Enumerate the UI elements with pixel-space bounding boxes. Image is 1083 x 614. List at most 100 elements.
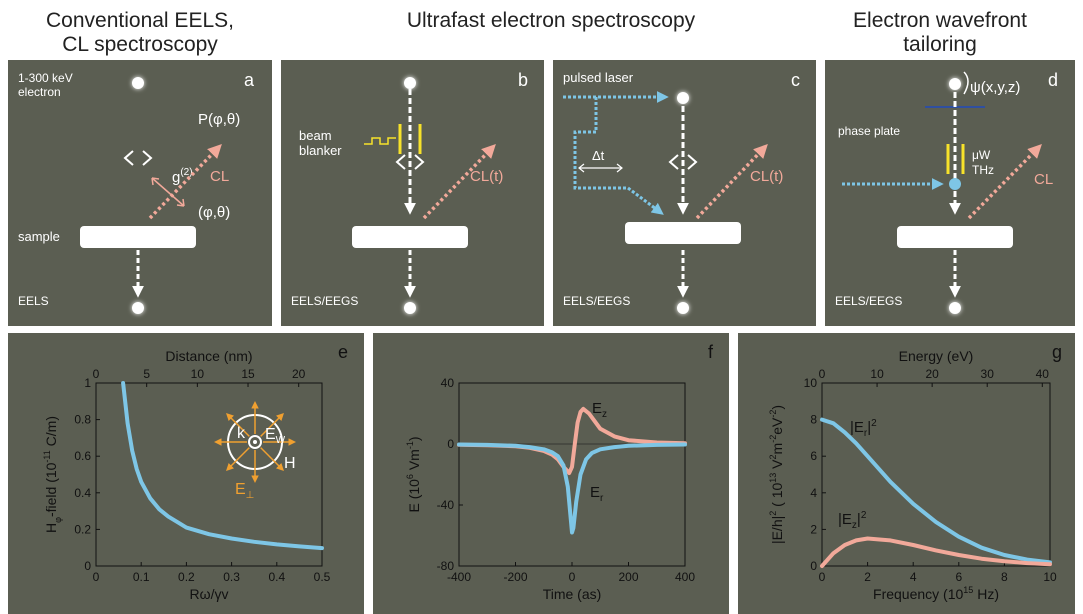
y-axis-label: |E/h|2 ( 1013 V2m-2eV-2) <box>768 405 785 544</box>
cl-emission-arrow <box>148 143 222 220</box>
x-tick-label: 0.2 <box>178 570 195 584</box>
y-tick-label: 0.4 <box>74 486 91 500</box>
header-d-line1: Electron wavefront <box>853 9 1027 32</box>
panel-b-blanker-line1: beam <box>299 128 332 143</box>
field-inset: k EW H E⊥ <box>214 401 296 501</box>
chart-f-series-1 <box>457 442 687 535</box>
panel-d: d ψ(x,y,z) phase plate μW THz CL EELS/EE… <box>825 60 1075 326</box>
panel-b: b beam blanker CL(t) EELS/EEGS <box>281 60 544 326</box>
electron-source-dot <box>132 77 144 89</box>
y-tick-label: 2 <box>810 522 817 536</box>
y-tick-label: 40 <box>441 376 455 390</box>
top-tick-label: 0 <box>93 367 100 381</box>
header-a-line1: Conventional EELS, <box>46 9 234 32</box>
panel-e-letter: e <box>338 342 348 362</box>
panel-d-thz-label: THz <box>972 163 994 177</box>
ez-series-label: Ez <box>592 400 607 420</box>
panel-b-letter: b <box>518 70 528 90</box>
panel-a-cl-label: CL <box>210 168 229 185</box>
x-tick-label: 0.4 <box>268 570 285 584</box>
top-tick-label: 20 <box>925 367 939 381</box>
panel-c-bottom-label: EELS/EEGS <box>563 294 630 308</box>
panel-c-source-dot <box>677 92 689 104</box>
y-tick-label: 4 <box>810 486 817 500</box>
radial-field-arrow <box>260 447 284 471</box>
inset-eperp-label: E⊥ <box>235 481 254 501</box>
inset-h-label: H <box>284 455 296 472</box>
panel-b-background <box>281 60 544 326</box>
panel-c-cl-arrow <box>695 143 768 220</box>
panel-a-energy-line1: 1-300 keV <box>18 71 73 85</box>
panel-b-source-dot <box>404 77 416 89</box>
panel-g-letter: g <box>1052 342 1062 362</box>
chart-g-labels: |Er|2 |Ez|2 <box>838 418 877 531</box>
top-tick-label: 0 <box>819 367 826 381</box>
chart-g-series-1 <box>820 536 1052 568</box>
x-axis-label: Rω/γv <box>190 586 229 602</box>
header-bc: Ultrafast electron spectroscopy <box>407 9 696 32</box>
panel-d-background <box>825 60 1075 326</box>
panel-e-background <box>8 333 364 614</box>
panel-b-cl-arrow <box>422 143 496 220</box>
y-tick-label: 0 <box>84 559 91 573</box>
panel-b-transmitted-dot <box>404 302 416 314</box>
panel-c: c pulsed laser Δt CL(t) EELS/EEGS <box>553 60 816 326</box>
sample-slab <box>80 226 196 248</box>
y-axis-label: E (106 Vm-1) <box>405 436 422 512</box>
panel-b-bottom-label: EELS/EEGS <box>291 294 358 308</box>
y-tick-label: 1 <box>84 376 91 390</box>
chart-g-frame <box>821 382 1051 567</box>
panel-d-uw-label: μW <box>972 148 991 162</box>
top-tick-label: 30 <box>981 367 995 381</box>
panel-d-letter: d <box>1048 70 1058 90</box>
er-series-label: Er <box>590 484 604 504</box>
panel-a-p-label: P(φ,θ) <box>198 111 240 128</box>
panel-b-cl-label: CL(t) <box>470 168 503 185</box>
wavefront-arc <box>963 71 969 95</box>
panel-c-letter: c <box>791 70 800 90</box>
y-tick-label: 0 <box>447 437 454 451</box>
x-tick-label: -400 <box>447 570 471 584</box>
panel-f-background <box>373 333 729 614</box>
er-series-label: |Er|2 <box>850 418 877 439</box>
panel-a-sample-label: sample <box>18 229 60 244</box>
x-axis-label: Time (as) <box>543 586 602 602</box>
panel-d-cl-label: CL <box>1034 171 1053 188</box>
top-tick-label: 40 <box>1036 367 1050 381</box>
x-tick-label: 10 <box>1043 570 1057 584</box>
x-tick-label: 0.5 <box>314 570 331 584</box>
panel-d-psi-label: ψ(x,y,z) <box>970 79 1020 96</box>
header-a-line2: CL spectroscopy <box>62 33 218 56</box>
panel-a-letter: a <box>244 70 255 90</box>
x-tick-label: 0 <box>819 570 826 584</box>
chart-e: 0 0.1 0.2 0.3 0.4 0.500.20.40.60.810 5 10 15 20Di… <box>42 348 331 602</box>
x-tick-label: 6 <box>955 570 962 584</box>
y-tick-label: 0 <box>810 559 817 573</box>
panel-a-correlation-arrow <box>151 177 185 207</box>
panel-c-delay-label: Δt <box>592 148 605 163</box>
panel-a-energy-line2: electron <box>18 85 61 99</box>
y-tick-label: 0.8 <box>74 413 91 427</box>
beam-direction-icon <box>248 435 262 449</box>
inset-ew-label: EW <box>265 426 286 446</box>
panel-d-interaction-dot <box>949 178 961 190</box>
charts: 0 0.1 0.2 0.3 0.4 0.500.20.40.60.810 5 10 15 20Di… <box>42 348 1057 602</box>
panel-g-background <box>738 333 1075 614</box>
chart-e-series-0 <box>121 381 324 551</box>
x-tick-label: 0 <box>93 570 100 584</box>
chart-g-series-0 <box>820 417 1052 565</box>
x-tick-label: -200 <box>503 570 527 584</box>
panel-a-angle-label: (φ,θ) <box>198 204 230 221</box>
panel-b-blanker-line2: blanker <box>299 143 342 158</box>
radial-field-arrow <box>226 447 250 471</box>
panel-a: a 1-300 keV electron P(φ,θ) g(2) CL (φ,θ… <box>8 60 272 326</box>
top-tick-label: 5 <box>143 367 150 381</box>
y-tick-label: 10 <box>804 376 818 390</box>
y-tick-label: -80 <box>437 559 455 573</box>
pulse-train-icon <box>364 137 396 145</box>
panel-c-cl-label: CL(t) <box>750 168 783 185</box>
panel-c-laser-label: pulsed laser <box>563 70 634 85</box>
